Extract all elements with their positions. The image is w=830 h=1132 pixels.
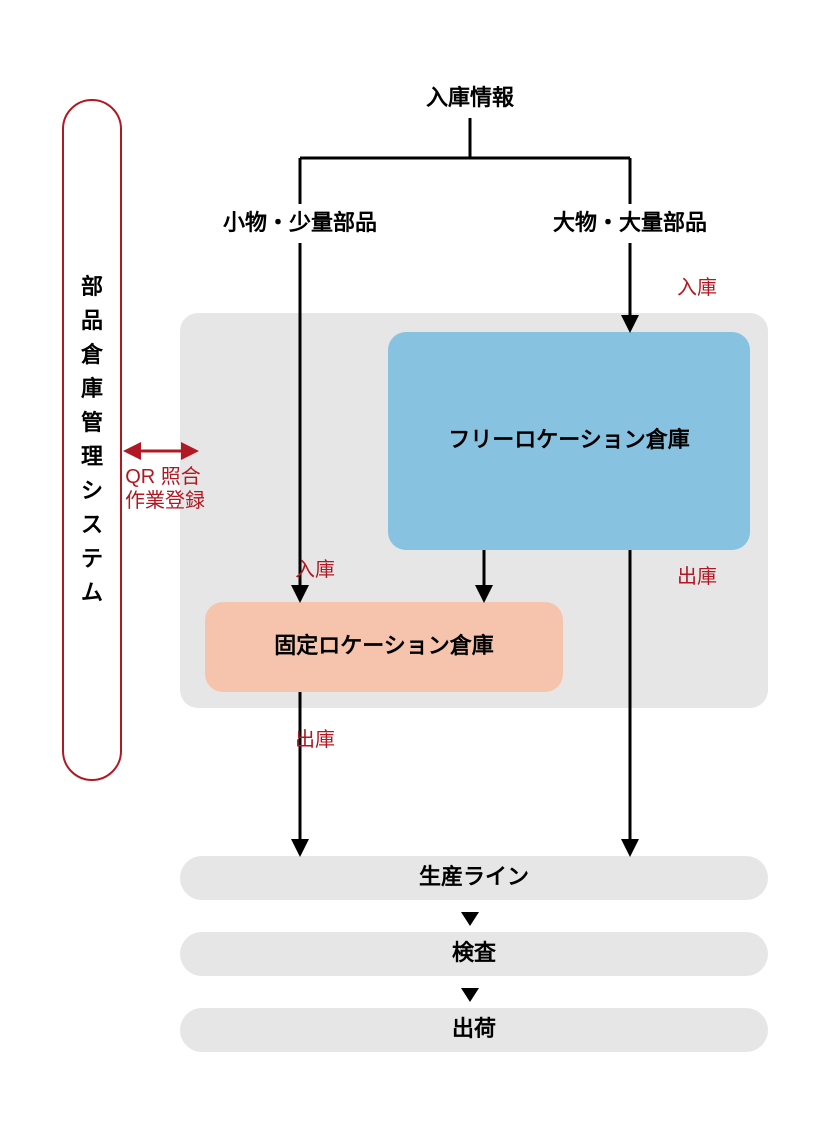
qr-label-1: QR 照合 (125, 465, 201, 488)
system-label-char: ム (81, 580, 103, 605)
system-label-char: 理 (81, 444, 103, 469)
system-label-char: 管 (81, 410, 103, 435)
system-label-char: シ (81, 478, 103, 503)
inspection-step-label: 検査 (452, 940, 497, 965)
qr-label-2: 作業登録 (125, 489, 205, 512)
label-inbound-right: 入庫 (677, 276, 717, 299)
production-line-step-label: 生産ライン (419, 864, 529, 889)
title-label: 入庫情報 (426, 85, 515, 110)
branch-right-label: 大物・大量部品 (553, 210, 707, 235)
system-label-char: ス (81, 512, 103, 537)
system-label-char: 庫 (81, 376, 103, 401)
free-location-label: フリーロケーション倉庫 (448, 427, 690, 452)
fixed-location-label: 固定ロケーション倉庫 (274, 633, 494, 658)
shipment-step-label: 出荷 (452, 1016, 496, 1041)
system-label-char: 部 (81, 274, 103, 299)
label-outbound-left: 出庫 (295, 728, 335, 751)
system-label-char: 品 (81, 308, 103, 333)
system-label-char: 倉 (80, 342, 104, 367)
system-capsule (63, 100, 121, 780)
step-arrow-icon (461, 912, 479, 926)
label-inbound-left: 入庫 (295, 558, 335, 581)
step-arrow-icon (461, 988, 479, 1002)
system-label-char: テ (81, 546, 103, 571)
label-outbound-right: 出庫 (677, 565, 717, 588)
branch-left-label: 小物・少量部品 (223, 210, 377, 235)
